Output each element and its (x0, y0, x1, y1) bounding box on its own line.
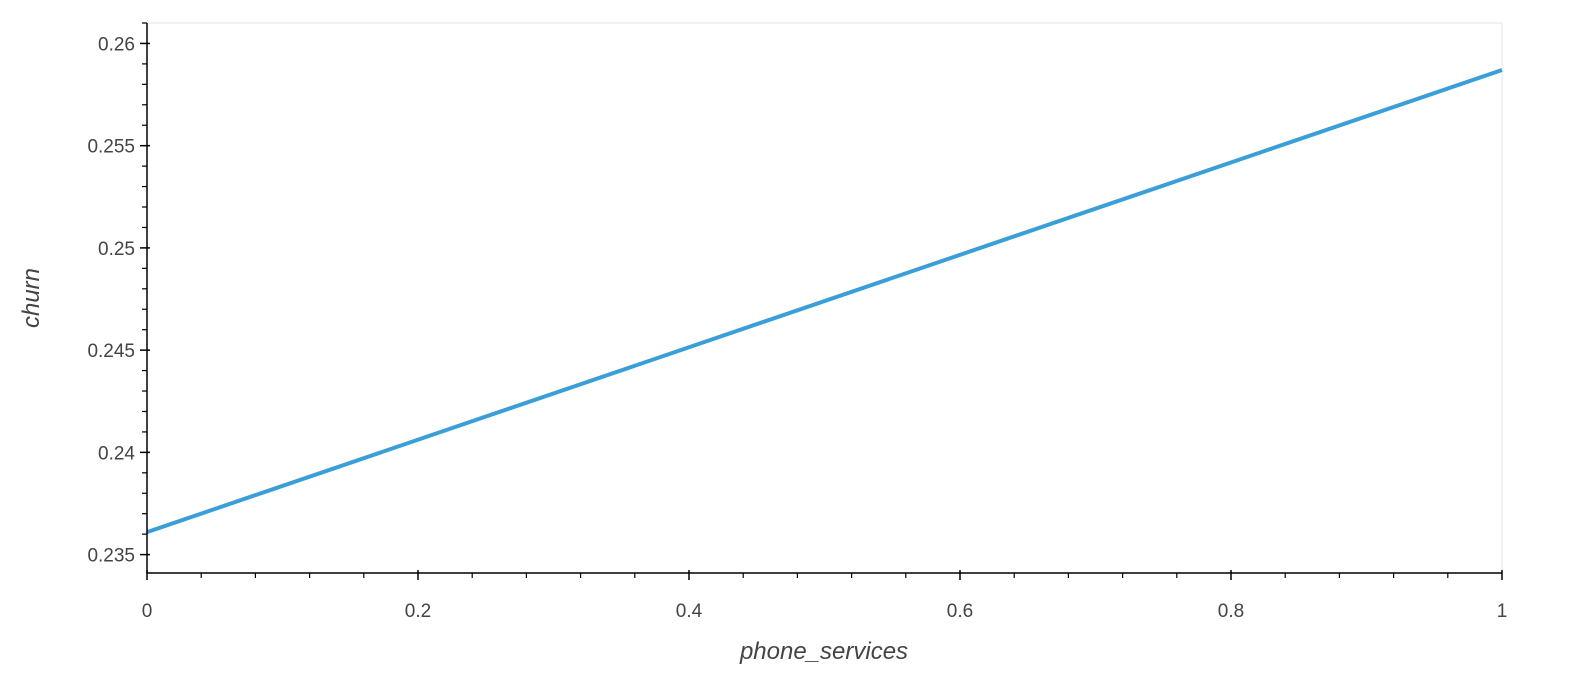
series-layer (146, 68, 1503, 535)
y-tick-label: 0.235 (87, 546, 135, 567)
x-axis-label: phone_services (739, 638, 908, 665)
series-line-churn (146, 68, 1503, 535)
plot-frame (146, 22, 1503, 574)
x-tick-label: 0 (142, 601, 153, 622)
y-axis-label: churn (18, 268, 45, 328)
y-tick-label: 0.26 (98, 34, 135, 55)
x-tick-label: 0.2 (405, 601, 431, 622)
y-axis: 0.235 0.24 0.245 0.25 0.255 0.26 (87, 22, 150, 573)
x-axis: 0 0.2 0.4 0.6 0.8 1 (142, 570, 1508, 622)
y-tick-label: 0.245 (87, 341, 135, 362)
x-tick-label: 1 (1497, 601, 1508, 622)
y-tick-label: 0.25 (98, 239, 135, 260)
x-tick-label: 0.8 (1218, 601, 1244, 622)
x-tick-label: 0.6 (947, 601, 973, 622)
x-tick-label: 0.4 (676, 601, 703, 622)
y-tick-label: 0.24 (98, 443, 135, 464)
y-tick-label: 0.255 (87, 137, 135, 158)
